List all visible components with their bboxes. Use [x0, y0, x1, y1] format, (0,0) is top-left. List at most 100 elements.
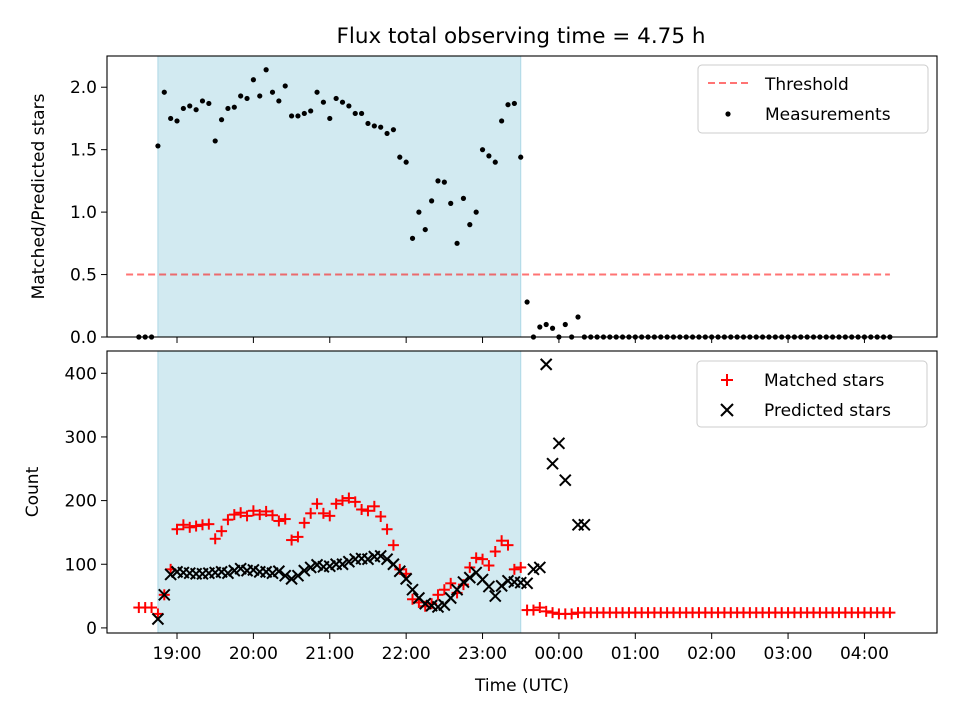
count-x-axis-ticks: 19:00 20:00 21:00 22:00 23:00 00:00 01:00 02:00…: [153, 633, 889, 664]
measurement-point: [562, 321, 568, 328]
predicted-star-stroke: [247, 563, 260, 577]
measurement-point: [397, 154, 403, 160]
predicted-star-stroke: [476, 573, 489, 586]
measurement-point: [282, 83, 288, 89]
matched-star-point: [362, 505, 374, 517]
predicted-star-stroke: [501, 574, 515, 588]
matched-star-point: [884, 607, 896, 619]
measurement-point: [435, 178, 441, 184]
matched-star-point: [432, 589, 444, 601]
measurement-point: [537, 324, 543, 330]
matched-star-point: [241, 510, 253, 522]
predicted-star-stroke: [514, 576, 527, 589]
matched-star-point: [483, 560, 495, 572]
matched-star-point: [368, 500, 380, 512]
measurement-point: [359, 110, 365, 117]
predicted-star-point: [533, 561, 547, 574]
measurement-point: [250, 77, 256, 83]
measurement-point: [416, 209, 422, 215]
legend-matched-swatch: [721, 374, 733, 386]
predicted-star-stroke: [533, 561, 547, 574]
predicted-star-stroke: [151, 612, 165, 626]
predicted-star-point: [285, 572, 298, 586]
ratio-y-tick-label: 1.5: [70, 141, 97, 161]
count-y-tick-label: 0: [86, 619, 97, 639]
matched-star-point: [260, 505, 272, 517]
measurement-point: [524, 299, 530, 305]
measurement-point: [263, 67, 269, 73]
measurement-point: [371, 123, 377, 129]
predicted-star-stroke: [215, 565, 228, 579]
predicted-star-stroke: [399, 572, 413, 586]
predicted-star-point: [489, 589, 502, 603]
matched-star-point: [527, 604, 539, 616]
measurement-point: [346, 103, 352, 109]
measurement-point: [339, 99, 346, 105]
legend-matched-label: Matched stars: [764, 371, 884, 391]
measurement-point: [473, 209, 479, 215]
measurement-point: [174, 118, 180, 124]
matched-star-point: [228, 509, 240, 521]
predicted-star-stroke: [355, 552, 368, 565]
matched-star-point: [216, 525, 228, 537]
predicted-star-point: [336, 558, 349, 571]
matched-stars-points: [133, 492, 896, 620]
predicted-star-stroke: [457, 575, 470, 589]
predicted-star-stroke: [164, 568, 177, 581]
measurement-point: [384, 130, 390, 137]
predicted-star-point: [399, 572, 413, 586]
predicted-stars-points: [151, 358, 591, 626]
matched-star-point: [464, 561, 476, 573]
measurement-point: [549, 325, 556, 331]
ratio-axes-frame: [106, 55, 938, 338]
chart-title: Flux total observing time = 4.75 h: [337, 24, 706, 49]
matched-star-point: [496, 535, 508, 547]
count-y-tick-label: 300: [65, 428, 97, 448]
predicted-star-stroke: [387, 558, 400, 571]
matched-star-point: [489, 546, 501, 558]
measurement-point: [161, 89, 167, 95]
measurement-point: [378, 124, 384, 130]
predicted-star-stroke: [259, 565, 273, 579]
count-panel: 0 100 200 300 400 19:00 20:00 21:00 22:00 23:00 0…: [23, 350, 938, 696]
measurement-point: [403, 159, 409, 165]
measurement-point: [467, 222, 473, 228]
predicted-star-point: [164, 568, 177, 581]
ratio-y-tick-label: 1.0: [70, 203, 97, 223]
measurement-point: [479, 147, 486, 153]
predicted-star-stroke: [221, 566, 235, 580]
predicted-star-point: [158, 588, 171, 602]
predicted-star-point: [272, 565, 286, 578]
ratio-x-axis-ticks: [176, 337, 865, 343]
matched-star-point: [477, 553, 489, 565]
matched-star-point: [298, 517, 310, 529]
matched-star-point: [209, 533, 221, 545]
measurement-point: [333, 95, 339, 102]
predicted-star-stroke: [578, 518, 591, 531]
legend-measurements-swatch: [725, 111, 731, 117]
matched-star-point: [146, 602, 158, 614]
predicted-star-stroke: [279, 569, 292, 582]
matched-star-point: [508, 563, 520, 575]
count-axes-frame: [106, 350, 938, 634]
matched-star-point: [515, 561, 527, 573]
matched-star-point: [407, 593, 419, 605]
predicted-star-point: [552, 437, 566, 450]
matched-star-point: [349, 496, 361, 508]
measurement-point: [288, 113, 295, 119]
measurement-point: [486, 153, 492, 159]
ratio-y-axis-label: Matched/Predicted stars: [29, 93, 49, 299]
matched-star-point: [203, 518, 215, 530]
matched-star-point: [190, 520, 202, 532]
predicted-star-point: [457, 575, 470, 589]
count-x-tick-label: 19:00: [153, 644, 202, 664]
measurement-point: [448, 200, 454, 206]
matched-star-point: [286, 534, 298, 546]
predicted-star-point: [342, 555, 356, 568]
measurement-point: [180, 105, 186, 112]
predicted-star-stroke: [380, 552, 394, 566]
measurement-point: [225, 105, 231, 112]
measurement-point: [543, 321, 549, 328]
predicted-star-point: [298, 564, 311, 577]
